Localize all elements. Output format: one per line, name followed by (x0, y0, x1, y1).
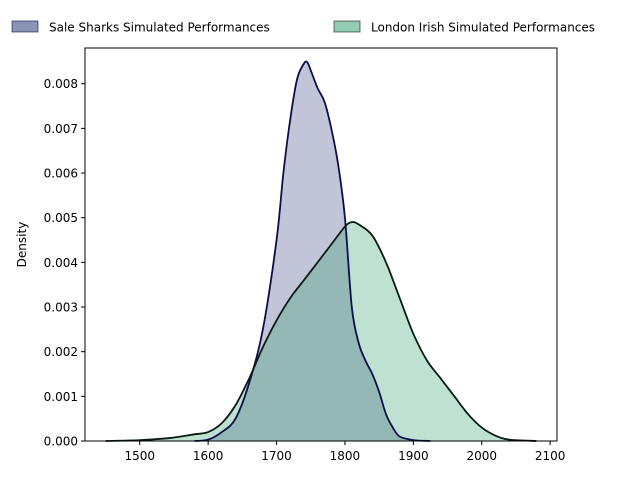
y-tick-label: 0.003 (44, 301, 78, 315)
y-tick-label: 0.007 (44, 122, 78, 136)
x-axis: 1500 1600 1700 1800 1900 2000 2100 (124, 441, 565, 463)
legend: Sale Sharks Simulated Performances London… (11, 20, 595, 35)
legend-swatch (333, 20, 361, 33)
y-tick-label: 0.001 (44, 390, 78, 404)
y-tick-label: 0.004 (44, 256, 78, 270)
london-irish-simulated-performances-line (105, 221, 537, 442)
legend-swatch (11, 20, 39, 33)
legend-label: Sale Sharks Simulated Performances (49, 21, 270, 35)
x-tick-label: 1500 (124, 449, 155, 463)
x-tick-label: 1800 (330, 449, 361, 463)
y-axis-label: Density (15, 222, 29, 268)
plot-frame (84, 47, 558, 442)
y-axis: 0.000 0.001 0.002 0.003 0.004 0.005 0.006 0.007… (44, 77, 85, 449)
y-tick-label: 0.002 (44, 345, 78, 359)
x-tick-label: 1900 (398, 449, 429, 463)
x-tick-label: 1600 (193, 449, 224, 463)
y-tick-label: 0.008 (44, 77, 78, 91)
x-tick-label: 1700 (261, 449, 292, 463)
x-tick-label: 2000 (466, 449, 497, 463)
sale-sharks-simulated-performances-area (194, 61, 431, 442)
legend-label: London Irish Simulated Performances (371, 21, 595, 35)
y-tick-label: 0.005 (44, 211, 78, 225)
plot-lines (105, 60, 537, 442)
y-tick-label: 0.006 (44, 167, 78, 181)
plot-fills (105, 61, 537, 442)
london-irish-simulated-performances-area (105, 222, 537, 441)
y-tick-label: 0.000 (44, 435, 78, 449)
x-tick-label: 2100 (535, 449, 566, 463)
sale-sharks-simulated-performances-line (194, 60, 431, 442)
